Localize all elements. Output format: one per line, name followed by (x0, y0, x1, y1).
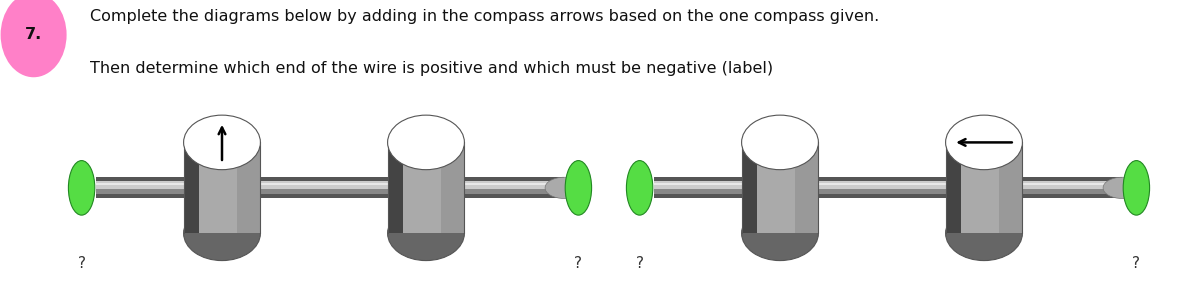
FancyBboxPatch shape (403, 142, 464, 233)
Ellipse shape (565, 161, 592, 215)
FancyBboxPatch shape (742, 142, 757, 233)
FancyBboxPatch shape (1000, 142, 1022, 233)
Ellipse shape (626, 161, 653, 215)
FancyBboxPatch shape (654, 177, 1122, 198)
Ellipse shape (68, 161, 95, 215)
Ellipse shape (1103, 177, 1141, 198)
Ellipse shape (1123, 161, 1150, 215)
Text: ?: ? (78, 256, 85, 271)
Ellipse shape (946, 206, 1022, 261)
FancyBboxPatch shape (184, 142, 199, 233)
Text: Then determine which end of the wire is positive and which must be negative (lab: Then determine which end of the wire is … (90, 61, 773, 76)
FancyBboxPatch shape (388, 142, 403, 233)
Ellipse shape (742, 206, 818, 261)
FancyBboxPatch shape (654, 181, 1122, 189)
FancyBboxPatch shape (654, 183, 1122, 185)
Ellipse shape (946, 115, 1022, 170)
FancyBboxPatch shape (757, 142, 818, 233)
Ellipse shape (388, 206, 464, 261)
Ellipse shape (184, 115, 260, 170)
FancyBboxPatch shape (946, 142, 961, 233)
FancyBboxPatch shape (654, 181, 1122, 194)
FancyBboxPatch shape (442, 142, 464, 233)
Ellipse shape (742, 115, 818, 170)
Text: 7.: 7. (25, 27, 42, 42)
Text: Complete the diagrams below by adding in the compass arrows based on the one com: Complete the diagrams below by adding in… (90, 9, 880, 24)
FancyBboxPatch shape (961, 142, 1022, 233)
Text: ?: ? (636, 256, 643, 271)
Ellipse shape (545, 177, 583, 198)
FancyBboxPatch shape (96, 181, 564, 194)
FancyBboxPatch shape (96, 181, 564, 189)
FancyBboxPatch shape (238, 142, 260, 233)
Ellipse shape (184, 206, 260, 261)
Ellipse shape (1, 0, 67, 77)
Text: ?: ? (575, 256, 582, 271)
FancyBboxPatch shape (96, 177, 564, 198)
Ellipse shape (388, 115, 464, 170)
FancyBboxPatch shape (199, 142, 260, 233)
FancyBboxPatch shape (796, 142, 818, 233)
FancyBboxPatch shape (96, 183, 564, 185)
Text: ?: ? (1133, 256, 1140, 271)
